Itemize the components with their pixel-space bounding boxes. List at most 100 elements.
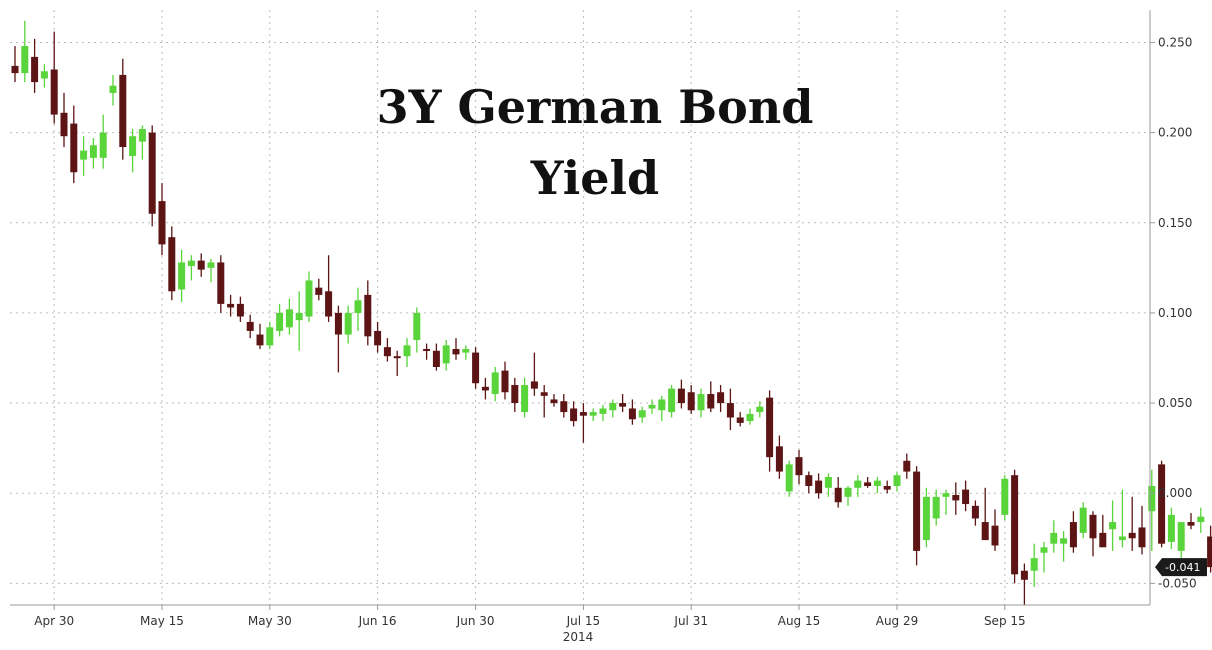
candle-body: [923, 497, 930, 540]
candle-body: [815, 481, 822, 494]
candle-10: [110, 75, 117, 106]
candle-body: [472, 353, 479, 384]
candle-body: [972, 506, 979, 519]
candle-64: [639, 407, 646, 423]
candle-body: [894, 475, 901, 486]
candle-75: [747, 408, 754, 424]
candle-body: [374, 331, 381, 345]
candle-body: [649, 405, 656, 409]
candle-body: [756, 407, 763, 412]
candle-39: [394, 351, 401, 376]
candle-111: [1099, 515, 1106, 547]
y-tick-label-4: 0.050: [1158, 396, 1192, 410]
last-value-label: -0.041: [1165, 561, 1200, 574]
candle-45: [453, 338, 460, 360]
candle-body: [884, 486, 891, 490]
candle-body: [139, 129, 146, 142]
candle-56: [560, 394, 567, 417]
candle-body: [404, 345, 411, 356]
candle-body: [384, 347, 391, 356]
candle-body: [511, 385, 518, 403]
candle-body: [796, 457, 803, 475]
candle-body: [1021, 571, 1028, 580]
candle-body: [727, 403, 734, 417]
candle-body: [364, 295, 371, 336]
candle-80: [796, 450, 803, 484]
candle-body: [355, 300, 362, 313]
candle-body: [874, 481, 881, 486]
candle-31: [315, 279, 322, 301]
candle-body: [1080, 508, 1087, 533]
candle-91: [903, 454, 910, 479]
candle-body: [717, 392, 724, 403]
candle-74: [737, 412, 744, 426]
candle-4: [51, 32, 58, 124]
candle-92: [913, 466, 920, 565]
candle-17: [178, 250, 185, 302]
candle-body: [1207, 536, 1212, 567]
candle-36: [364, 280, 371, 345]
candle-47: [472, 347, 479, 388]
candle-34: [345, 306, 352, 344]
candle-body: [854, 481, 861, 488]
candle-body: [943, 493, 950, 497]
candle-body: [962, 490, 969, 504]
candle-122: [1207, 526, 1212, 573]
candle-109: [1080, 502, 1087, 538]
candle-42: [423, 344, 430, 360]
candle-body: [1001, 479, 1008, 515]
candle-57: [570, 401, 577, 426]
candle-body: [590, 412, 597, 416]
candle-body: [845, 488, 852, 497]
candle-29: [296, 291, 303, 351]
candle-body: [119, 75, 126, 147]
candle-body: [100, 133, 107, 158]
candle-107: [1060, 531, 1067, 562]
candle-body: [933, 497, 940, 519]
candle-body: [619, 403, 626, 407]
candle-body: [570, 408, 577, 421]
candle-body: [609, 403, 616, 410]
candle-body: [629, 408, 636, 419]
candle-23: [237, 297, 244, 322]
candle-body: [658, 399, 665, 410]
candle-body: [90, 145, 97, 158]
candle-35: [355, 288, 362, 331]
candle-body: [492, 372, 499, 394]
candle-38: [384, 338, 391, 361]
y-tick-label-3: 0.100: [1158, 306, 1192, 320]
y-tick-label-5: 0.000: [1158, 486, 1192, 500]
candle-71: [707, 381, 714, 412]
candle-body: [776, 446, 783, 471]
candle-65: [649, 399, 656, 413]
candle-93: [923, 488, 930, 548]
x-tick-label-9: Sep 15: [984, 614, 1026, 628]
candle-108: [1070, 511, 1077, 552]
candle-body: [149, 133, 156, 214]
candle-body: [835, 488, 842, 502]
candle-7: [80, 136, 87, 176]
candle-body: [1060, 538, 1067, 543]
candle-body: [521, 385, 528, 412]
x-tick-label-2: May 30: [248, 614, 292, 628]
candle-body: [707, 394, 714, 408]
candle-body: [1197, 517, 1204, 522]
candle-33: [335, 306, 342, 373]
candle-2: [31, 39, 38, 93]
candle-body: [1070, 522, 1077, 547]
candle-body: [903, 461, 910, 472]
candle-body: [31, 57, 38, 82]
y-tick-label-2: 0.150: [1158, 216, 1192, 230]
candle-body: [1099, 533, 1106, 547]
candle-body: [502, 371, 509, 393]
candle-112: [1109, 500, 1116, 550]
y-tick-label-1: 0.200: [1158, 126, 1192, 140]
candle-46: [462, 345, 469, 359]
candle-body: [41, 71, 48, 78]
candle-0: [12, 46, 19, 82]
candle-body: [913, 472, 920, 551]
candle-110: [1090, 511, 1097, 556]
